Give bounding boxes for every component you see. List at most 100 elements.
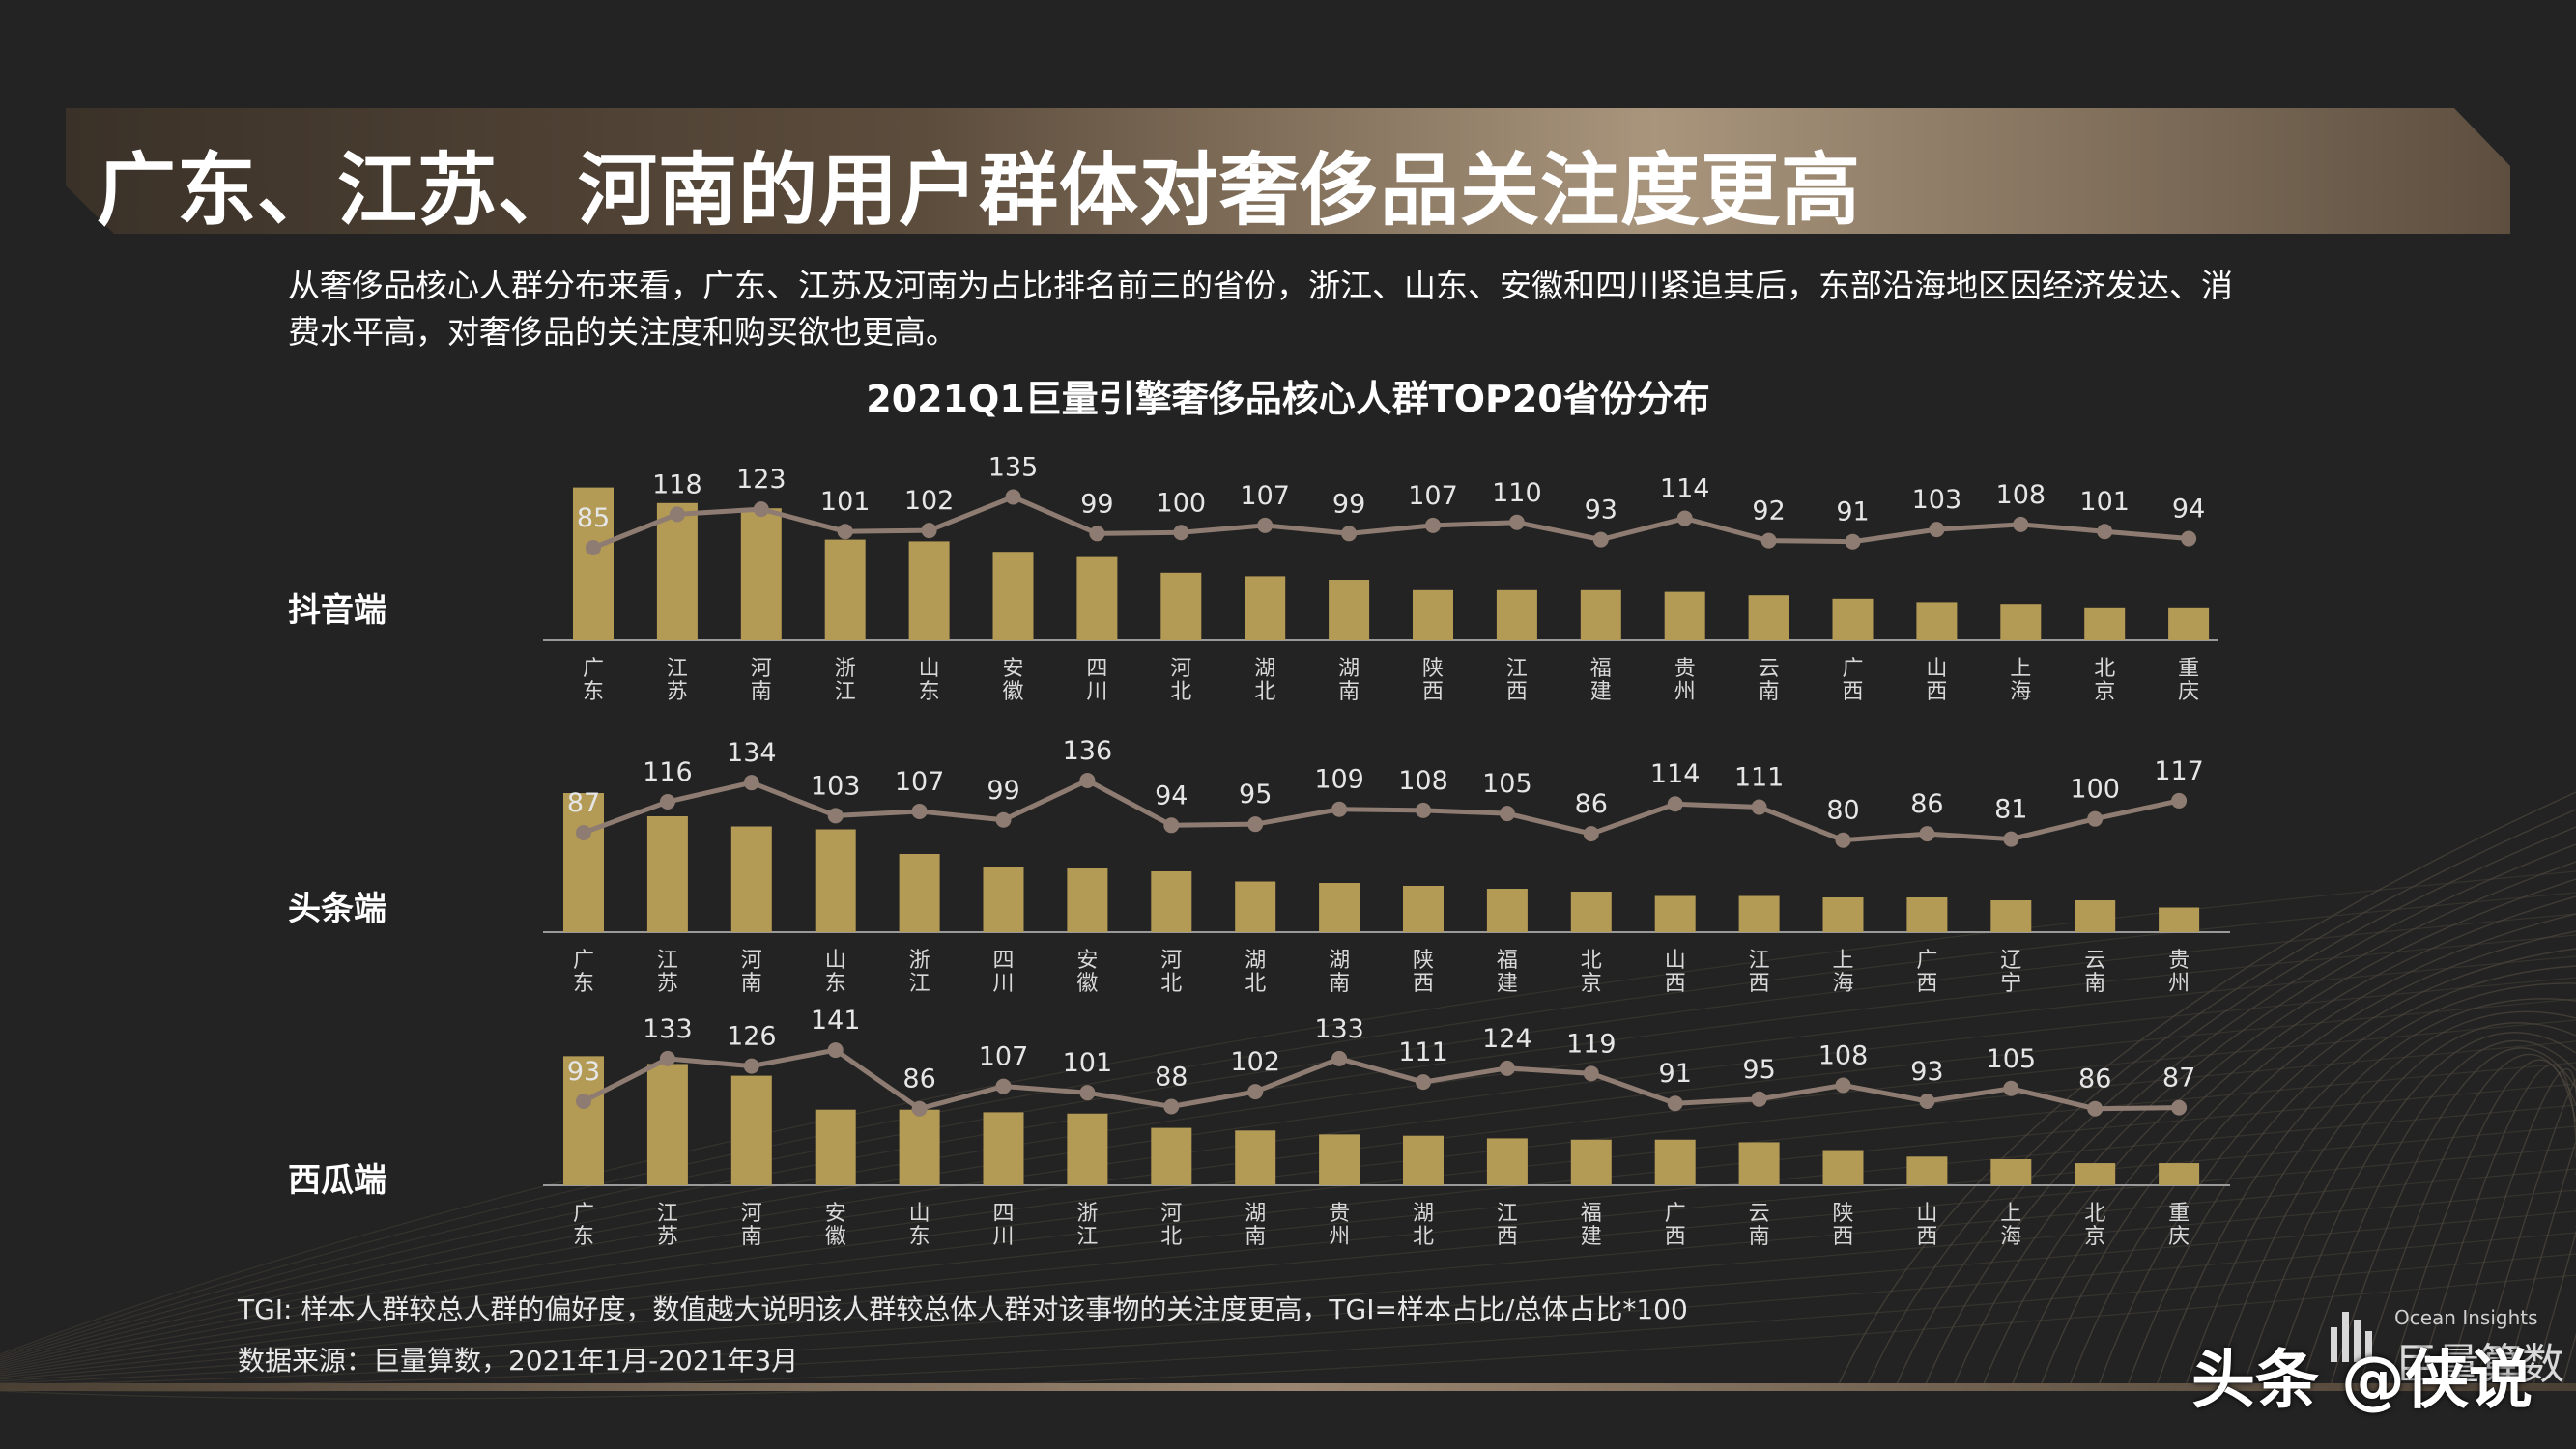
tgi-point xyxy=(1919,1094,1935,1109)
mesh-line xyxy=(0,1062,2576,1373)
category-label: 河南 xyxy=(741,1202,762,1249)
tgi-point xyxy=(2181,530,2197,547)
tgi-point xyxy=(1499,1060,1515,1076)
tgi-data-label: 136 xyxy=(1063,736,1113,766)
tgi-data-label: 107 xyxy=(1240,481,1290,511)
category-label: 江西 xyxy=(1506,657,1528,704)
tgi-data-label: 105 xyxy=(1482,769,1532,799)
intro-line-1: 从奢侈品核心人群分布来看，广东、江苏及河南为占比排名前三的省份，浙江、山东、安徽… xyxy=(288,267,2233,304)
mesh-line xyxy=(2096,948,2576,1392)
mesh-line xyxy=(0,1189,2576,1384)
category-label: 四川 xyxy=(992,1202,1014,1249)
tgi-data-label: 110 xyxy=(1492,478,1542,508)
tgi-point xyxy=(1929,522,1945,538)
tgi-point xyxy=(1416,802,1431,818)
tgi-point xyxy=(1331,801,1348,817)
tgi-data-label: 93 xyxy=(1585,496,1617,526)
tgi-point xyxy=(1425,517,1441,533)
category-label: 广西 xyxy=(1916,949,1937,996)
bar xyxy=(563,793,604,932)
bar xyxy=(2075,1163,2116,1185)
category-label: 贵州 xyxy=(1674,657,1696,704)
bar xyxy=(563,1056,604,1185)
bar xyxy=(1822,897,1864,932)
tgi-data-label: 101 xyxy=(1063,1048,1113,1078)
bar xyxy=(815,829,856,932)
mesh-line xyxy=(2125,965,2576,1392)
bar xyxy=(573,487,614,640)
category-label: 山西 xyxy=(1665,949,1686,996)
category-label: 山西 xyxy=(1926,657,1947,704)
mesh-line xyxy=(2299,1039,2576,1392)
bar xyxy=(1486,889,1528,932)
bar xyxy=(1329,580,1370,640)
tgi-data-label: 86 xyxy=(1910,789,1943,819)
tgi-point xyxy=(1005,489,1021,505)
category-label: 河北 xyxy=(1160,949,1182,996)
bar xyxy=(1486,1138,1528,1185)
tgi-point xyxy=(2171,792,2188,809)
bar xyxy=(1990,1159,2032,1185)
mesh-line xyxy=(0,1274,2576,1400)
bar xyxy=(815,1109,856,1185)
tgi-data-label: 99 xyxy=(1332,489,1365,519)
tgi-point xyxy=(1499,806,1515,822)
bar xyxy=(1067,1113,1108,1185)
tgi-point xyxy=(1257,517,1274,533)
mesh-line xyxy=(0,913,2576,1359)
bar xyxy=(1570,892,1612,932)
tgi-data-label: 102 xyxy=(904,486,955,516)
tgi-point xyxy=(1592,531,1609,548)
category-label: 广西 xyxy=(1842,657,1863,704)
bar xyxy=(1748,595,1789,640)
mesh-line xyxy=(1835,791,2576,1392)
tgi-data-label: 95 xyxy=(1239,780,1272,810)
tgi-data-label: 117 xyxy=(2154,756,2204,786)
category-label: 安徽 xyxy=(825,1202,846,1249)
mesh-line xyxy=(1980,878,2576,1392)
bar xyxy=(2075,900,2116,932)
panel-label: 抖音端 xyxy=(288,591,386,630)
category-label: 安徽 xyxy=(1076,949,1098,996)
mesh-line xyxy=(2531,1207,2576,1392)
category-label: 浙江 xyxy=(1076,1202,1098,1249)
tgi-point xyxy=(2087,810,2104,827)
logo-text-small: Ocean Insights xyxy=(2394,1306,2538,1329)
bar xyxy=(2000,604,2042,640)
tgi-point xyxy=(669,506,685,523)
mesh-line xyxy=(2473,1078,2576,1392)
tgi-point xyxy=(1583,1065,1599,1082)
bar xyxy=(983,867,1024,932)
category-label: 贵州 xyxy=(1329,1202,1350,1249)
tgi-data-label: 133 xyxy=(1314,1014,1364,1044)
bar xyxy=(1151,871,1192,932)
tgi-point xyxy=(1163,817,1180,834)
tgi-point xyxy=(1416,1074,1431,1091)
category-label: 云南 xyxy=(1759,657,1780,704)
tgi-point xyxy=(1760,532,1777,549)
tgi-data-label: 134 xyxy=(727,738,777,768)
bar xyxy=(1403,886,1444,932)
mesh-line xyxy=(2212,1010,2576,1392)
bar xyxy=(2084,607,2126,640)
tgi-data-label: 109 xyxy=(1314,765,1364,795)
intro-line-2: 费水平高，对奢侈品的关注度和购买欲也更高。 xyxy=(288,313,958,351)
category-label: 云南 xyxy=(2084,949,2105,996)
category-label: 湖北 xyxy=(1245,949,1266,996)
panel-label: 头条端 xyxy=(288,890,386,928)
category-label: 河北 xyxy=(1170,657,1191,704)
tgi-point xyxy=(1835,1077,1851,1094)
mesh-line xyxy=(1893,826,2576,1392)
category-label: 广东 xyxy=(583,657,604,704)
category-label: 浙江 xyxy=(835,657,856,704)
bar xyxy=(1738,895,1780,932)
tgi-point xyxy=(837,524,853,540)
bar xyxy=(1235,881,1276,932)
category-label: 湖南 xyxy=(1245,1202,1266,1249)
tgi-data-label: 86 xyxy=(902,1065,935,1094)
bar xyxy=(1413,589,1453,640)
bar xyxy=(1319,883,1360,932)
bar xyxy=(2168,607,2210,640)
category-label: 福建 xyxy=(1497,949,1518,996)
